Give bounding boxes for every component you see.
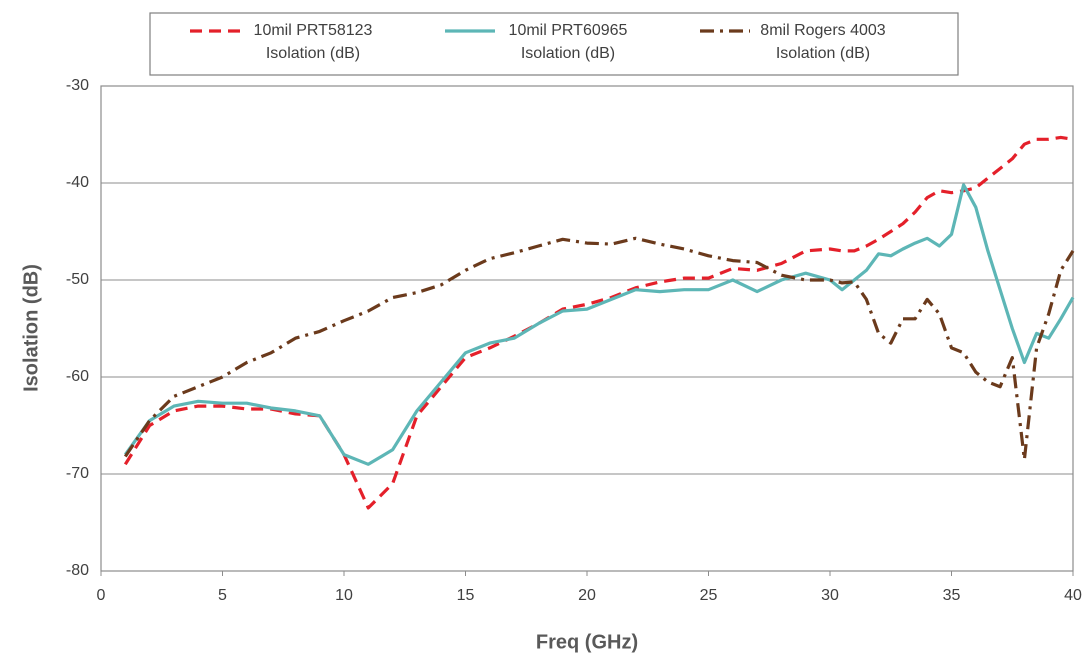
x-tick-label: 20	[578, 587, 596, 604]
legend-label: 10mil PRT58123 Isolation (dB)	[254, 22, 373, 62]
legend-label: 10mil PRT60965 Isolation (dB)	[509, 22, 628, 62]
legend-box	[149, 12, 959, 76]
x-axis-title: Freq (GHz)	[536, 631, 638, 653]
x-tick-label: 35	[943, 587, 961, 604]
x-tick-label: 15	[457, 587, 475, 604]
x-tick-label: 10	[335, 587, 353, 604]
x-tick-label: 25	[700, 587, 718, 604]
legend: 10mil PRT58123 Isolation (dB) 10mil PRT609…	[149, 12, 959, 76]
legend-label: 8mil Rogers 4003 Isolation (dB)	[760, 22, 886, 62]
y-axis-title: Isolation (dB)	[20, 264, 42, 392]
series-line	[123, 236, 1075, 461]
y-tick-label: -40	[66, 174, 89, 191]
y-tick-label: -50	[66, 271, 89, 288]
plot-frame	[100, 85, 1074, 572]
y-tick-label: -60	[66, 368, 89, 385]
x-tick-label: 5	[218, 587, 227, 604]
y-tick-label: -30	[66, 77, 89, 94]
y-tick-label: -80	[66, 562, 89, 579]
series-line	[123, 135, 1074, 510]
x-tick-label: 30	[821, 587, 839, 604]
x-tick-label: 40	[1064, 587, 1082, 604]
x-tick-label: 0	[97, 587, 106, 604]
series-line	[123, 183, 1075, 466]
y-tick-label: -70	[66, 465, 89, 482]
